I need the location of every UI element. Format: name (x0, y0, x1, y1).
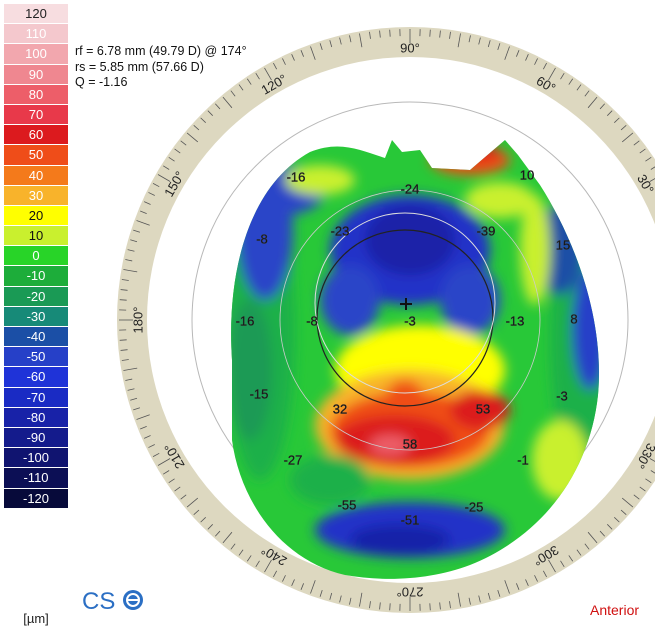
elevation-value: -3 (556, 388, 568, 403)
pupil-circle (316, 229, 494, 407)
legend-step: -60 (4, 367, 68, 388)
reference-circle (314, 212, 496, 394)
elevation-value: 10 (520, 167, 534, 182)
degree-ticks (119, 29, 655, 611)
angle-label: 180° (130, 307, 145, 334)
color-scale-legend: 120 110 100 90 80 70 60 50 40 30 20 10 0 -10 -20 -30 -40… (4, 4, 68, 509)
legend-step: -30 (4, 306, 68, 327)
elevation-value: 53 (476, 401, 490, 416)
legend-step: -100 (4, 448, 68, 469)
legend-step: 50 (4, 145, 68, 166)
legend-step: -10 (4, 266, 68, 287)
view-label: Anterior (590, 602, 640, 618)
elevation-value: -3 (404, 313, 416, 328)
elevation-value: 32 (333, 401, 347, 416)
legend-step: 0 (4, 246, 68, 267)
elevation-value: -8 (256, 231, 268, 246)
legend-step: -40 (4, 327, 68, 348)
measurement-parameters: rf = 6.78 mm (49.79 D) @ 174° rs = 5.85 … (75, 44, 247, 91)
elevation-value: -55 (338, 497, 357, 512)
q-value: Q = -1.16 (75, 75, 128, 89)
elevation-value: -27 (284, 452, 303, 467)
legend-step: -70 (4, 387, 68, 408)
legend-step: -20 (4, 286, 68, 307)
legend-step: 60 (4, 125, 68, 146)
legend-step: 80 (4, 84, 68, 105)
elevation-value: 15 (556, 237, 570, 252)
legend-step: 90 (4, 64, 68, 85)
legend-step: 10 (4, 226, 68, 247)
center-crosshair (400, 298, 412, 310)
elevation-value: -16 (236, 313, 255, 328)
legend-step: -90 (4, 427, 68, 449)
scale-unit: [µm] (23, 611, 49, 626)
elevation-value: -24 (401, 181, 420, 196)
svg-text:CS: CS (82, 588, 115, 615)
elevation-value: -13 (506, 313, 525, 328)
elevation-value: -51 (401, 512, 420, 527)
legend-step: -50 (4, 347, 68, 368)
angle-label: 270° (397, 585, 424, 600)
elevation-value: 8 (570, 311, 577, 326)
elevation-value: -25 (465, 499, 484, 514)
legend-step: 40 (4, 165, 68, 186)
cso-logo: CS (82, 588, 143, 615)
rf-value: rf = 6.78 mm (49.79 D) @ 174° (75, 44, 247, 58)
legend-step: 120 (4, 4, 68, 25)
legend-step: 20 (4, 205, 68, 227)
legend-step: -80 (4, 407, 68, 428)
elevation-value: -16 (287, 169, 306, 184)
legend-step: 30 (4, 185, 68, 206)
legend-step: -110 (4, 468, 68, 489)
rs-value: rs = 5.85 mm (57.66 D) (75, 59, 204, 74)
elevation-value: -8 (306, 313, 318, 328)
legend-step: 70 (4, 104, 68, 126)
angle-label: 90° (400, 40, 420, 55)
elevation-value: -23 (331, 223, 350, 238)
elevation-value: -1 (517, 452, 529, 467)
legend-step: 110 (4, 24, 68, 45)
elevation-value: -39 (477, 223, 496, 238)
legend-step: -120 (4, 488, 68, 509)
elevation-value: -15 (250, 386, 269, 401)
elevation-value: 58 (403, 436, 417, 451)
legend-step: 100 (4, 44, 68, 65)
